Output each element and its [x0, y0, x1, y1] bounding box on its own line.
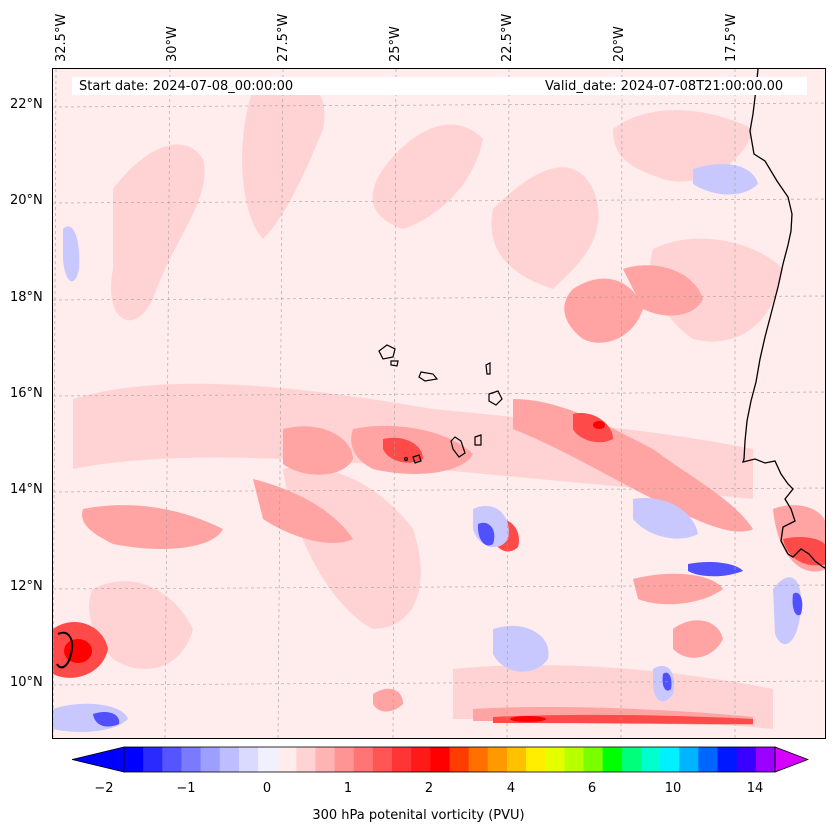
lat-label: 22°N	[10, 97, 43, 112]
colorbar-swatch	[143, 747, 163, 772]
graticule	[53, 69, 825, 738]
colorbar-swatch	[238, 747, 259, 772]
colorbar-over-arrow	[774, 746, 809, 773]
colorbar-swatch	[296, 747, 316, 772]
lon-label: 22.5°W	[500, 13, 515, 62]
colorbar-tick-label: −1	[176, 781, 196, 796]
lat-label: 16°N	[10, 386, 43, 401]
colorbar-swatch	[124, 747, 144, 772]
colorbar-tick-label: 6	[587, 781, 597, 796]
colorbar-label: 300 hPa potenital vorticity (PVU)	[312, 808, 525, 823]
colorbar-swatch	[334, 747, 355, 772]
west-africa-coastline	[742, 69, 825, 569]
colorbar-swatch	[315, 747, 336, 772]
lat-label: 14°N	[10, 482, 43, 497]
pv-map-panel	[52, 68, 826, 739]
lon-label: 20°W	[612, 26, 627, 62]
colorbar-swatch	[353, 747, 374, 772]
colorbar-tick-label: −2	[94, 781, 114, 796]
colorbar-swatch	[181, 747, 202, 772]
colorbar-swatch	[372, 747, 393, 772]
lon-label: 32.5°W	[54, 13, 69, 62]
pv-strong-negative	[93, 522, 803, 727]
start-date-text: Start date: 2024-07-08_00:00:00	[79, 79, 294, 94]
colorbar-swatch	[411, 747, 431, 772]
lon-label: 25°W	[388, 26, 403, 62]
colorbar-swatch	[277, 747, 297, 772]
colorbar-tick-label: 2	[424, 781, 434, 796]
colorbar-swatch	[621, 747, 642, 772]
cape-verde-islands	[378, 344, 503, 464]
colorbar-swatch	[545, 747, 565, 772]
lat-label: 18°N	[10, 290, 43, 305]
colorbar-swatch	[526, 747, 546, 772]
colorbar-swatch	[162, 747, 182, 772]
colorbar-swatch	[602, 747, 623, 772]
colorbar-swatch	[487, 747, 508, 772]
header-info-box	[72, 77, 807, 95]
colorbar-tick-label: 0	[262, 781, 272, 796]
colorbar-under-arrow	[72, 746, 125, 773]
colorbar-tick-label: 4	[506, 781, 516, 796]
lon-label: 30°W	[165, 26, 180, 62]
contour-line	[56, 631, 74, 669]
valid-date-text: Valid_date: 2024-07-08T21:00:00.00	[545, 79, 784, 94]
colorbar-swatch	[506, 747, 527, 772]
colorbar-swatch	[698, 747, 719, 772]
lon-label: 27.5°W	[276, 13, 291, 62]
colorbar-swatch	[392, 747, 412, 772]
colorbar-swatch	[583, 747, 604, 772]
lon-label: 17.5°W	[724, 13, 739, 62]
colorbar-tick-label: 10	[664, 781, 682, 796]
colorbar-tick-label: 14	[746, 781, 764, 796]
colorbar-swatch	[258, 747, 278, 772]
colorbar-border	[123, 746, 776, 773]
colorbar-swatch	[679, 747, 699, 772]
lat-label: 10°N	[10, 675, 43, 690]
colorbar-swatch	[468, 747, 489, 772]
colorbar-tick-label: 1	[343, 781, 353, 796]
colorbar-swatch	[660, 747, 680, 772]
colorbar-swatch	[200, 747, 221, 772]
colorbar-swatch	[449, 747, 470, 772]
colorbar-swatch	[430, 747, 450, 772]
colorbar-swatch	[564, 747, 585, 772]
pv-field	[53, 69, 825, 738]
colorbar	[72, 746, 809, 773]
colorbar-swatch	[736, 747, 757, 772]
colorbar-swatch	[640, 747, 661, 772]
lat-label: 20°N	[10, 193, 43, 208]
colorbar-swatch	[717, 747, 738, 772]
colorbar-swatch	[219, 747, 240, 772]
colorbar-swatch	[755, 747, 776, 772]
lat-label: 12°N	[10, 579, 43, 594]
